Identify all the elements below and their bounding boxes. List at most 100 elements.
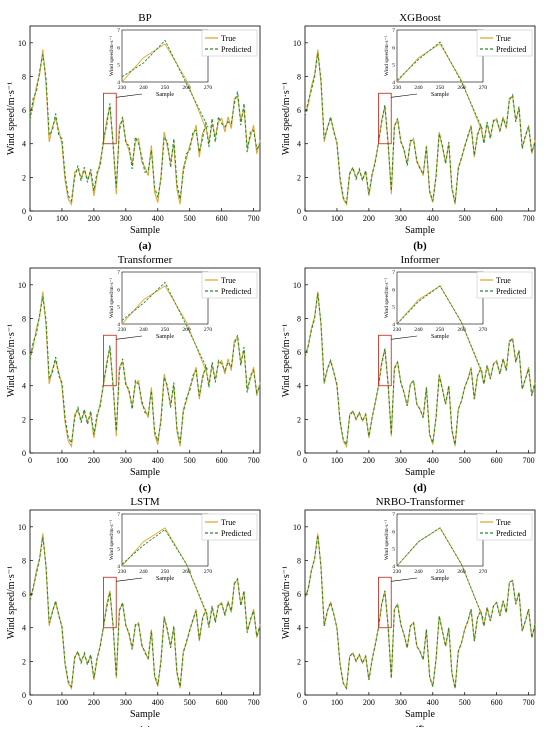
- inset-frame: [396, 271, 484, 325]
- chart-panel-xgboost: XGBoost 0 100 200 300 400 500 600 700 0 2 4 6 8 10 Samp…: [281, 12, 536, 252]
- inset-connector: [116, 577, 143, 582]
- legend-label: Predicted: [221, 45, 251, 54]
- legend-box: [201, 513, 258, 541]
- inset-y-tick-label: 7: [117, 270, 120, 276]
- x-tick-label: 0: [28, 456, 32, 465]
- highlight-box: [378, 92, 392, 145]
- y-tick-label: 6: [22, 348, 26, 357]
- x-tick-label: 100: [331, 214, 343, 223]
- inset-x-tick-label: 240: [139, 569, 148, 575]
- inset-x-tick-label: 270: [479, 569, 488, 575]
- inset-y-tick-label: 4: [392, 322, 395, 328]
- inset-x-tick-label: 270: [204, 327, 213, 333]
- y-tick-label: 4: [297, 382, 301, 391]
- y-axis-label: Wind speed/m·s⁻¹: [281, 82, 292, 155]
- y-axis-label: Wind speed/m·s⁻¹: [6, 566, 17, 639]
- x-tick-label: 400: [427, 698, 439, 707]
- chart-panel-transformer: Transformer 0 100 200 300 400 500 600 700 0 2 4 6 8 10…: [6, 254, 261, 494]
- inset-x-tick-label: 260: [182, 327, 191, 333]
- inset-x-tick-label: 230: [118, 327, 127, 333]
- plot-frame: [304, 25, 536, 212]
- legend-label: True: [221, 276, 236, 285]
- inset-x-tick-label: 250: [161, 569, 170, 575]
- x-tick-label: 200: [88, 214, 100, 223]
- series-line-true: [304, 49, 536, 206]
- inset-frame: [396, 513, 484, 567]
- inset-x-tick-label: 230: [393, 85, 402, 91]
- inset-y-tick-label: 6: [117, 529, 120, 535]
- y-axis-label: Wind speed/m·s⁻¹: [6, 82, 17, 155]
- inset-x-tick-label: 250: [436, 327, 445, 333]
- inset-x-axis-label: Sample: [156, 92, 174, 98]
- x-tick-label: 700: [248, 698, 260, 707]
- inset-x-axis-label: Sample: [431, 92, 449, 98]
- y-tick-label: 2: [22, 657, 26, 666]
- inset-y-tick-label: 5: [392, 305, 395, 311]
- x-tick-label: 200: [363, 698, 375, 707]
- chart-title: BP: [138, 12, 151, 24]
- inset-x-tick-label: 260: [457, 85, 466, 91]
- inset-y-axis-label: Wind speed/m·s⁻¹: [109, 278, 115, 319]
- series-line-true: [304, 291, 536, 448]
- x-tick-label: 0: [28, 698, 32, 707]
- inset-x-tick-label: 230: [118, 85, 127, 91]
- x-tick-label: 500: [184, 698, 196, 707]
- legend-box: [201, 29, 258, 57]
- inset-x-tick-label: 260: [182, 85, 191, 91]
- inset-x-axis-label: Sample: [431, 576, 449, 582]
- y-tick-label: 2: [297, 415, 301, 424]
- inset-y-tick-label: 7: [117, 512, 120, 518]
- legend-label: True: [496, 518, 511, 527]
- x-tick-label: 600: [491, 456, 503, 465]
- y-tick-label: 2: [22, 415, 26, 424]
- inset-y-tick-label: 4: [392, 80, 395, 86]
- x-tick-label: 300: [120, 698, 132, 707]
- x-tick-label: 400: [152, 214, 164, 223]
- x-tick-label: 700: [248, 456, 260, 465]
- inset-y-tick-label: 7: [392, 512, 395, 518]
- x-tick-label: 300: [120, 456, 132, 465]
- x-tick-label: 0: [303, 456, 307, 465]
- x-axis-label: Sample: [405, 225, 436, 236]
- panel-label: (d): [413, 482, 427, 494]
- x-tick-label: 500: [184, 456, 196, 465]
- inset-line-predicted: [396, 285, 484, 375]
- legend-label: Predicted: [221, 287, 251, 296]
- y-axis-label: Wind speed/m·s⁻¹: [6, 324, 17, 397]
- y-tick-label: 10: [293, 281, 301, 290]
- legend-label: Predicted: [496, 287, 526, 296]
- inset-y-tick-label: 4: [117, 564, 120, 570]
- plot-frame: [29, 509, 261, 696]
- inset-x-tick-label: 240: [414, 327, 423, 333]
- inset-line-predicted: [121, 39, 209, 128]
- inset-x-tick-label: 270: [479, 327, 488, 333]
- inset-connector: [391, 577, 418, 582]
- y-tick-label: 2: [297, 173, 301, 182]
- chart-panel-informer: Informer 0 100 200 300 400 500 600 700 0 2 4 6 8 10 Sam…: [281, 254, 536, 494]
- highlight-box: [103, 92, 117, 145]
- inset-x-tick-label: 240: [139, 85, 148, 91]
- series-line-predicted: [29, 296, 261, 445]
- x-tick-label: 300: [395, 214, 407, 223]
- y-tick-label: 6: [297, 348, 301, 357]
- inset-x-tick-label: 230: [393, 327, 402, 333]
- inset-y-tick-label: 5: [117, 547, 120, 553]
- inset-x-tick-label: 260: [457, 327, 466, 333]
- inset-x-tick-label: 240: [139, 327, 148, 333]
- chart-title: LSTM: [130, 496, 160, 508]
- x-tick-label: 500: [184, 214, 196, 223]
- legend-label: True: [496, 34, 511, 43]
- y-tick-label: 0: [297, 691, 301, 700]
- x-axis-label: Sample: [405, 467, 436, 478]
- inset-x-axis-label: Sample: [156, 334, 174, 340]
- y-tick-label: 10: [18, 39, 26, 48]
- inset-line-predicted: [396, 527, 484, 619]
- x-tick-label: 400: [427, 214, 439, 223]
- inset-line-predicted: [121, 281, 209, 371]
- x-tick-label: 500: [459, 214, 471, 223]
- highlight-box: [103, 334, 117, 387]
- x-tick-label: 300: [120, 214, 132, 223]
- legend-label: Predicted: [496, 529, 526, 538]
- inset-y-tick-label: 5: [117, 305, 120, 311]
- y-tick-label: 2: [22, 173, 26, 182]
